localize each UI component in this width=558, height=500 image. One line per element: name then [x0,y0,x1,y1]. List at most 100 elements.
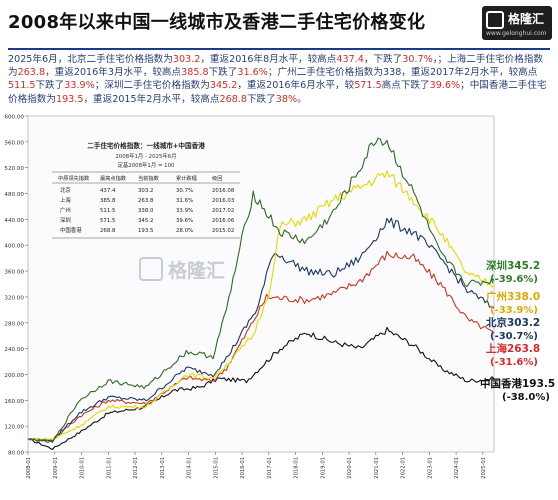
inset-cell: 338.0 [138,208,154,214]
inset-cell: 中国香港 [60,226,82,234]
x-tick-label: 2016-01 [240,457,246,479]
summary-highlight: 263.8 [17,67,46,79]
x-tick-label: 2018-01 [294,457,300,479]
summary-segment: ，重返2016年8月水平，较高点 [200,54,337,65]
brand-logo: 格隆汇 www.gelonghui.com [482,6,552,40]
series-label-shenzhen: 深圳345.2 [486,259,540,272]
inset-header: 中原领先指数 [58,174,90,182]
y-tick-label: 520.00 [4,166,24,172]
x-tick-label: 2013-01 [160,457,166,479]
logo-url: www.gelonghui.com [486,30,547,37]
summary-segment: ；中国香港二手住宅价格指数为 [8,80,547,105]
inset-cell: 193.5 [138,228,153,234]
summary-highlight: 38% [275,93,298,105]
x-tick-label: 2022-01 [401,457,407,479]
inset-cell: 30.7% [176,188,193,194]
series-label-beijing: 北京303.2 [486,316,540,329]
inset-cell: 2016.06 [212,218,235,224]
watermark-icon [139,257,163,281]
summary-highlight: 511.5 [8,80,36,92]
inset-header: 当前指数 [138,174,160,182]
inset-header: 累计跌幅 [176,174,197,182]
summary-segment: 2025年6月，北京二手住宅价格指数为 [8,54,173,65]
summary-highlight: 30.7% [402,54,433,65]
y-tick-label: 600.00 [4,115,24,121]
summary-highlight: 193.5 [55,93,84,105]
series-label-hongkong: 中国香港193.5 [480,377,555,390]
summary-highlight: 303.2 [172,54,201,65]
y-tick-label: 200.00 [4,373,24,379]
inset-cell: 31.6% [176,198,193,204]
y-tick-label: 120.00 [4,425,24,431]
x-tick-label: 2021-01 [374,457,380,479]
inset-cell: 263.8 [138,198,154,204]
inset-cell: 571.5 [100,218,115,224]
summary-segment: 。 [297,93,307,105]
x-tick-label: 2025-01 [481,457,487,479]
summary-segment: ；广州二手住宅价格指数为338，重返2017年2月水平，较高点 [267,67,538,79]
y-tick-label: 280.00 [4,321,24,327]
x-tick-label: 2023-01 [427,457,433,479]
summary-highlight: 385.8 [181,67,209,79]
page-title: 2008年以来中国一线城市及香港二手住宅价格变化 [8,12,426,33]
x-tick-label: 2009-01 [53,457,59,479]
series-change-beijing: (-30.7%) [490,331,538,342]
inset-cell: 北京 [60,186,71,194]
summary-highlight: 39.6% [429,80,461,92]
summary-segment: ，重返2015年2月水平，较高点 [83,93,220,105]
y-tick-label: 360.00 [4,270,24,276]
x-tick-label: 2024-01 [454,457,460,479]
summary-text: 2025年6月，北京二手住宅价格指数为303.2，重返2016年8月水平，较高点… [8,53,550,106]
x-tick-label: 2014-01 [187,457,193,479]
summary-segment: ，；上海二手住宅价格指数为 [8,54,544,79]
summary-highlight: 345.2 [209,80,238,92]
series-line-beijing [27,217,495,442]
summary-highlight: 268.8 [219,93,247,105]
logo-name: 格隆汇 [508,12,545,26]
watermark-name: 格隆汇 [168,259,225,282]
x-tick-label: 2010-01 [80,457,86,479]
x-tick-label: 2017-01 [267,457,273,479]
title-divider [8,48,550,50]
y-tick-label: 240.00 [4,347,24,353]
inset-cell: 深圳 [60,216,71,224]
y-tick-label: 440.00 [4,218,24,224]
series-line-shanghai [27,250,495,442]
inset-cell: 437.4 [100,188,116,194]
series-change-shenzhen: (-39.6%) [490,274,538,285]
summary-segment: ；深圳二手住宅价格指数为 [94,80,210,92]
inset-cell: 2017.02 [212,208,234,214]
series-line-shenzhen [27,137,495,443]
x-tick-label: 2019-01 [320,457,326,479]
summary-highlight: 571.5 [354,80,382,92]
summary-segment: 下跌了 [35,80,65,92]
inset-cell: 385.8 [100,198,116,204]
y-tick-label: 560.00 [4,140,24,146]
inset-cell: 28.0% [176,228,193,234]
x-tick-label: 2011-01 [106,457,112,479]
series-change-guangzhou: (-33.9%) [490,305,538,316]
y-tick-label: 480.00 [4,192,24,198]
inset-cell: 2016.03 [212,198,234,204]
summary-highlight: 31.6% [237,67,268,79]
series-change-hongkong: (-38.0%) [502,392,550,403]
x-tick-label: 2020-01 [347,457,353,479]
logo-icon [486,11,504,29]
inset-cell: 上海 [60,196,71,204]
inset-header: 最高点指数 [100,174,127,182]
inset-cell: 303.2 [138,188,153,194]
summary-segment: 高点下跌了 [381,80,430,92]
series-line-guangzhou [27,170,495,441]
summary-segment: 下跌了 [246,93,276,105]
summary-segment: ，重返2016年6月水平，较 [237,80,355,92]
inset-title: 二手住宅价格指数：一线城市+中国香港 [87,141,205,150]
inset-cell: 2016.08 [212,188,235,194]
summary-segment: ，下跌了 [363,54,403,65]
summary-segment: 下跌了 [208,67,238,79]
x-tick-label: 2015-01 [213,457,219,479]
inset-cell: 广州 [60,206,71,214]
inset-subtitle: 2008年1月 - 2025年6月 [115,152,176,160]
series-line-hongkong [28,326,495,451]
series-label-guangzhou: 广州338.0 [486,290,540,303]
